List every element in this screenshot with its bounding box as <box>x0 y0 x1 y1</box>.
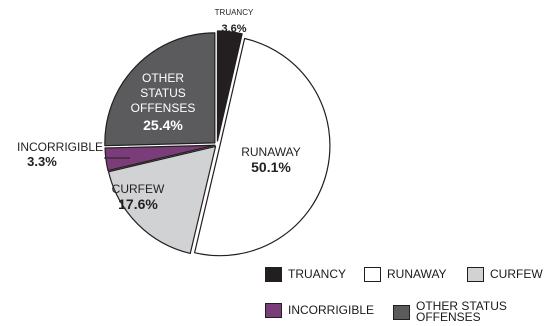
slice-label-other-status-offenses-3: OFFENSES <box>131 101 196 115</box>
pie-slice-runaway <box>193 37 331 257</box>
slice-label-runaway: RUNAWAY <box>241 145 301 159</box>
legend-swatch-curfew <box>467 267 484 282</box>
legend-item-incorrigible: INCORRIGIBLE <box>265 303 374 318</box>
legend-swatch-other-status-offenses <box>393 304 410 320</box>
slice-label-curfew: CURFEW <box>112 182 165 196</box>
pie-slice-truancy <box>216 30 243 142</box>
pie-slice-other-status-offenses <box>104 32 216 147</box>
slice-value-truancy: 3.6% <box>221 23 246 35</box>
slice-value-curfew: 17.6% <box>118 196 158 212</box>
slice-value-runaway: 50.1% <box>251 159 291 175</box>
pie-slice-incorrigible <box>104 144 216 172</box>
legend-label-runaway: RUNAWAY <box>387 267 447 281</box>
slice-value-other-status-offenses: 25.4% <box>143 117 183 133</box>
slice-label-truancy: TRUANCY <box>215 8 254 17</box>
legend-label-curfew: CURFEW <box>490 267 543 281</box>
legend-swatch-runaway <box>364 267 381 282</box>
slice-label-other-status-offenses-1: OTHER <box>142 71 184 85</box>
legend: TRUANCY RUNAWAY CURFEW INCORRIGIBLE OTHER ST… <box>265 265 543 323</box>
legend-swatch-incorrigible <box>265 303 282 318</box>
legend-item-other-status-offenses: OTHER STATUS OFFENSES <box>393 299 507 324</box>
legend-label-incorrigible: INCORRIGIBLE <box>288 303 375 317</box>
pie-slice-curfew <box>107 145 217 255</box>
slice-label-incorrigible: INCORRIGIBLE <box>17 140 103 154</box>
legend-item-curfew: CURFEW <box>467 267 543 282</box>
legend-item-runaway: RUNAWAY <box>364 267 447 282</box>
legend-label-other-status-offenses: OTHER STATUS OFFENSES <box>416 299 507 324</box>
legend-label-truancy: TRUANCY <box>288 267 347 281</box>
slice-value-incorrigible: 3.3% <box>27 154 57 169</box>
legend-item-truancy: TRUANCY <box>265 267 346 282</box>
slice-label-other-status-offenses-2: STATUS <box>140 86 186 100</box>
legend-swatch-truancy <box>265 267 282 282</box>
